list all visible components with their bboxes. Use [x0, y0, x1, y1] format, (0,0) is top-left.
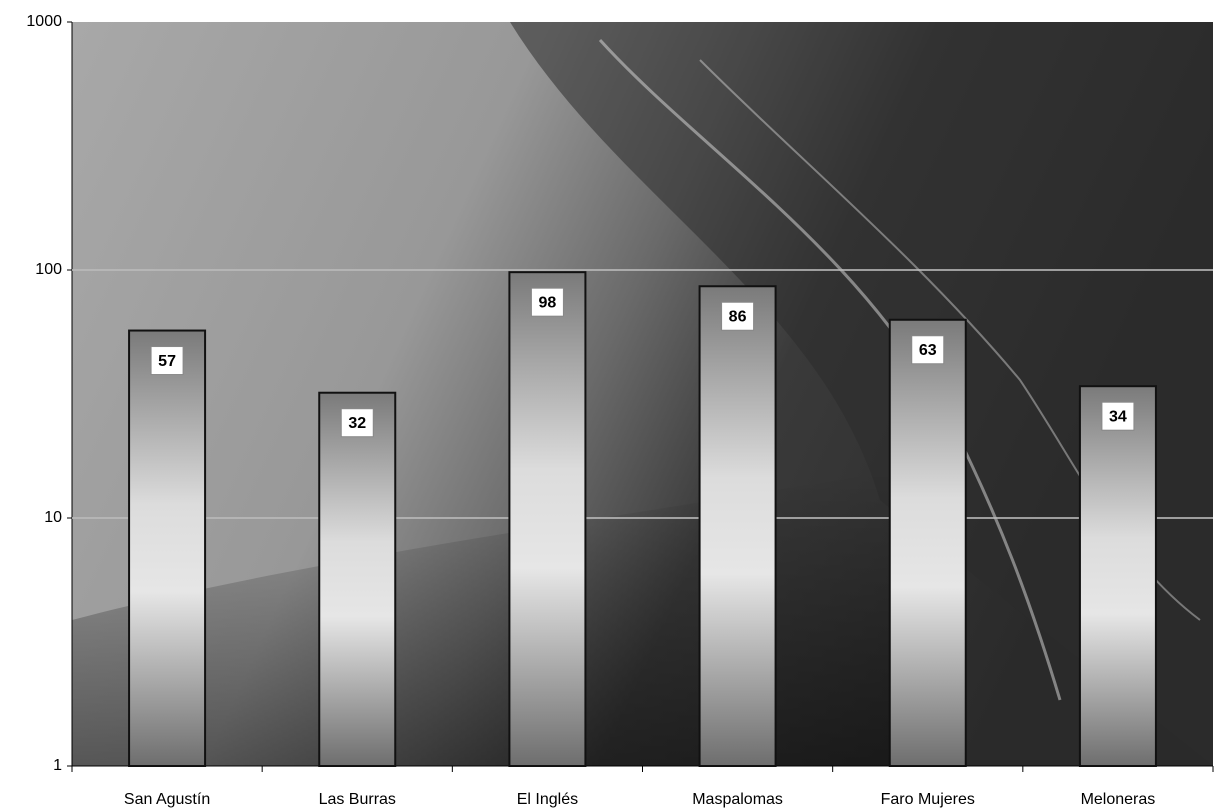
y-tick-label: 10: [44, 509, 62, 526]
bar: [129, 331, 205, 766]
x-tick-label: San Agustín: [124, 791, 210, 808]
value-label: 98: [539, 294, 557, 311]
bar: [509, 272, 585, 766]
y-tick-label: 1000: [26, 13, 62, 30]
y-tick-label: 1: [53, 757, 62, 774]
x-tick-label: El Inglés: [517, 791, 578, 808]
bar: [890, 320, 966, 766]
x-tick-label: Meloneras: [1081, 791, 1156, 808]
x-tick-label: Las Burras: [319, 791, 396, 808]
bar: [1080, 386, 1156, 766]
value-label: 32: [348, 415, 366, 432]
value-label: 86: [729, 308, 747, 325]
bar: [700, 286, 776, 766]
value-label: 57: [158, 353, 176, 370]
value-label: 63: [919, 342, 937, 359]
x-tick-label: Maspalomas: [692, 791, 783, 808]
bar: [319, 393, 395, 766]
value-label: 34: [1109, 408, 1127, 425]
x-tick-label: Faro Mujeres: [881, 791, 975, 808]
chart: 1 10 100 1000 San Agustín 57 Las Burras 32 El In…: [0, 0, 1217, 812]
y-tick-label: 100: [35, 261, 62, 278]
background-photo: [72, 22, 1213, 766]
